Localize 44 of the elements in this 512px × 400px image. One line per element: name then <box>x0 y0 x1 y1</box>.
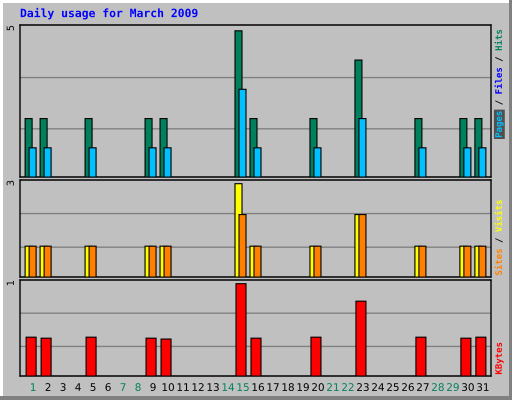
x-tick-label: 27 <box>417 383 429 391</box>
x-tick-label: 1 <box>30 383 36 391</box>
x-tick-label: 30 <box>462 383 474 392</box>
legend-label: Files <box>494 68 502 94</box>
chart-title: Daily usage for March 2009 <box>20 8 198 20</box>
x-tick-label: 21 <box>327 383 339 391</box>
x-tick-label: 9 <box>150 383 156 392</box>
text: KBytes <box>495 342 504 374</box>
text: 1 <box>6 280 14 286</box>
x-tick-label: 29 <box>447 383 459 392</box>
x-tick-label: 19 <box>297 383 309 392</box>
x-tick-label: 11 <box>178 383 189 391</box>
text: / <box>495 56 503 62</box>
x-tick-label: 18 <box>282 383 294 392</box>
x-tick-label: 3 <box>60 383 66 392</box>
x-tick-label: 14 <box>222 383 234 391</box>
x-tick-label: 4 <box>75 383 81 391</box>
text: / <box>495 100 503 105</box>
x-tick-label: 8 <box>135 383 141 392</box>
x-tick-label: 20 <box>312 383 324 392</box>
x-tick-label: 31 <box>477 383 489 392</box>
x-tick-label: 17 <box>268 383 279 391</box>
x-tick-label: 23 <box>357 383 369 392</box>
text: Hits <box>494 30 502 50</box>
x-tick-label: 2 <box>46 383 50 391</box>
x-tick-label: 16 <box>252 383 264 392</box>
x-tick-label: 13 <box>208 383 219 392</box>
x-tick-label: 7 <box>120 383 126 391</box>
x-tick-label: 15 <box>238 383 249 392</box>
x-tick-label: 25 <box>387 383 399 392</box>
x-tick-label: 26 <box>402 383 414 392</box>
text: Visits <box>494 200 502 232</box>
x-tick-label: 24 <box>372 383 384 391</box>
text: Pages <box>495 111 504 138</box>
x-tick-label: 22 <box>342 383 354 391</box>
text: / <box>495 238 503 243</box>
x-tick-label: 6 <box>105 383 111 392</box>
x-tick-label: 10 <box>162 383 174 392</box>
text: Sites <box>494 249 502 276</box>
text: 5 <box>6 26 14 30</box>
x-tick-label: 5 <box>90 383 96 392</box>
text: 3 <box>6 180 14 186</box>
x-tick-label: 12 <box>192 383 204 391</box>
x-tick-label: 28 <box>432 383 444 392</box>
